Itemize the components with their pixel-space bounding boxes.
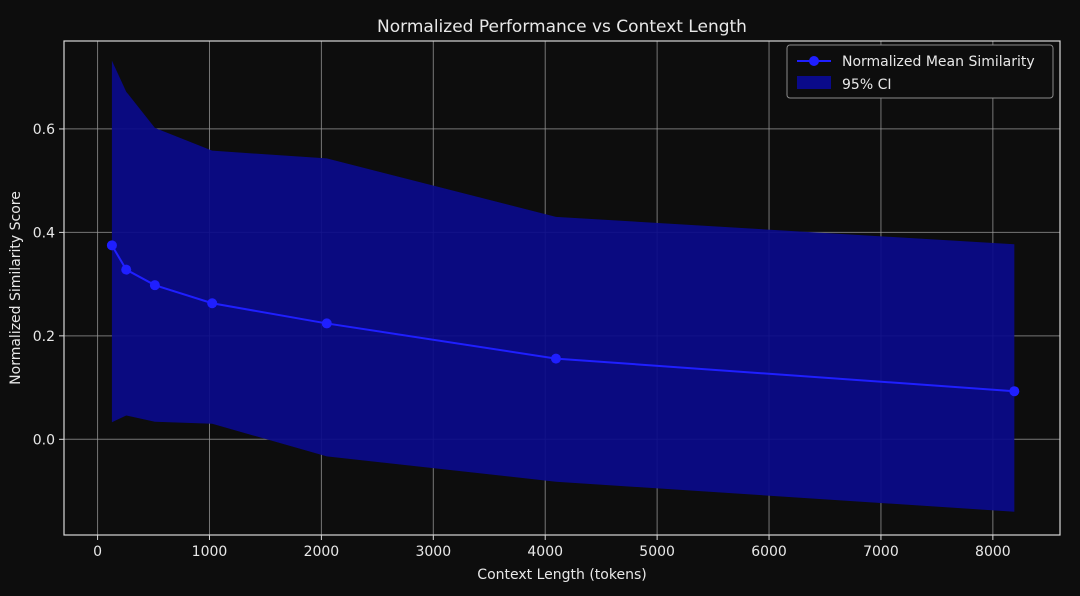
legend-label-mean: Normalized Mean Similarity [842, 54, 1035, 70]
legend-box [786, 44, 1054, 99]
y-axis-label: Normalized Similarity Score [8, 191, 24, 385]
data-point [1009, 386, 1020, 397]
x-tick-label: 6000 [751, 544, 787, 560]
data-point [121, 264, 132, 275]
x-tick-label: 5000 [639, 544, 675, 560]
legend-label-ci: 95% CI [842, 77, 891, 93]
data-point [207, 298, 218, 309]
x-tick-label: 8000 [975, 544, 1011, 560]
data-point [106, 240, 117, 251]
data-point [550, 353, 561, 364]
x-tick-label: 2000 [304, 544, 340, 560]
confidence-band-layer [111, 60, 1015, 512]
legend-band-swatch [797, 76, 831, 89]
chart-title: Normalized Performance vs Context Length [377, 17, 747, 37]
y-tick-label: 0.0 [33, 432, 55, 448]
y-tick-label: 0.4 [33, 225, 55, 241]
x-tick-label: 4000 [527, 544, 563, 560]
series-layer [106, 240, 1020, 397]
axes: 0 1000 2000 3000 4000 5000 6000 7000 8000 0.0 0.2 0… [33, 122, 1011, 560]
data-point [321, 318, 332, 329]
plot-frame [63, 40, 1061, 536]
confidence-band-area [111, 60, 1015, 512]
legend: Normalized Mean Similarity 95% CI [786, 44, 1054, 99]
x-tick-label: 0 [93, 544, 102, 560]
data-point [149, 280, 160, 291]
y-tick-label: 0.6 [33, 122, 55, 138]
x-tick-label: 3000 [415, 544, 451, 560]
legend-marker-swatch [809, 56, 819, 66]
x-axis-label: Context Length (tokens) [477, 567, 646, 583]
y-tick-label: 0.2 [33, 329, 55, 345]
x-tick-label: 7000 [863, 544, 899, 560]
x-tick-label: 1000 [192, 544, 228, 560]
